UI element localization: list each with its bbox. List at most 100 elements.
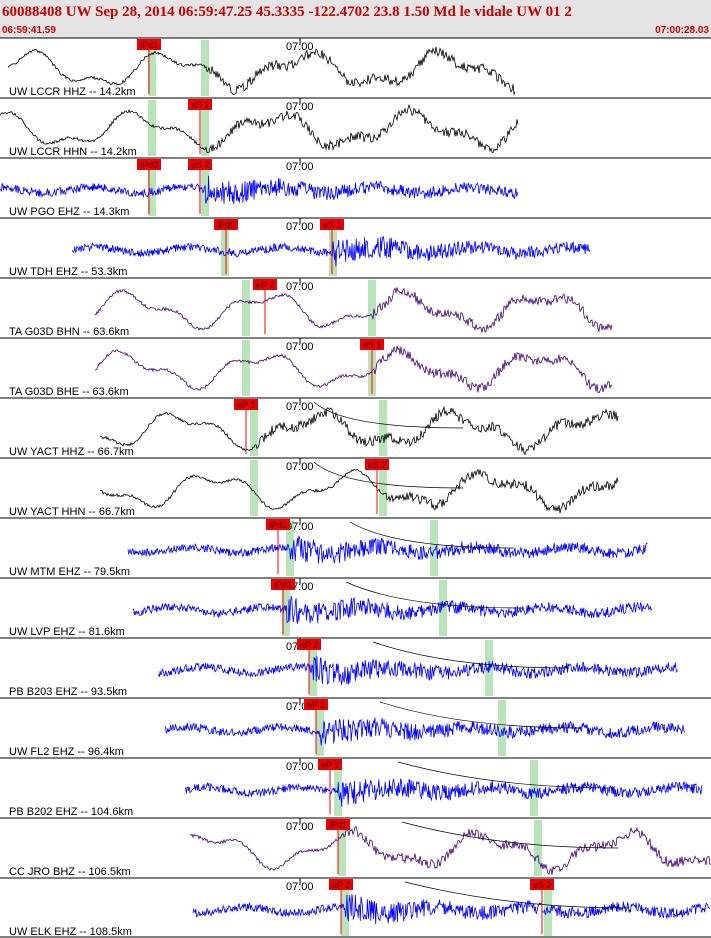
time-mark: 07:00 — [286, 281, 314, 293]
pick-box — [271, 579, 295, 590]
pick-box — [326, 819, 350, 830]
pick-label: eP 2 — [256, 280, 274, 290]
phase-marker — [242, 280, 250, 336]
waveform — [7, 46, 516, 96]
end-time: 07:00:28.03 — [655, 25, 709, 36]
phase-marker — [242, 340, 250, 396]
trace-label: CC JRO BHZ -- 106.5km — [9, 866, 131, 878]
trace-label: UW LVP EHZ -- 81.6km — [9, 626, 125, 638]
arrival-curve — [313, 401, 464, 429]
pick-label: iPd1 — [140, 40, 158, 50]
start-time: 06:59:41.59 — [2, 25, 56, 36]
phase-marker — [250, 400, 258, 456]
pick-box — [214, 219, 238, 230]
waveform — [164, 717, 685, 746]
pick-label: eS 1 — [323, 220, 342, 230]
trace-label: UW LCCR HHN -- 14.2km — [9, 146, 137, 158]
waveform — [94, 346, 612, 394]
trace-label: PB B202 EHZ -- 104.6km — [9, 806, 133, 818]
phase-marker — [368, 280, 376, 336]
waveform — [192, 894, 710, 925]
pick-label: eS 1 — [363, 340, 382, 350]
arrival-curve — [345, 581, 524, 609]
pick-box — [188, 159, 212, 170]
pick-box — [360, 339, 384, 350]
trace-label: TA G03D BHE -- 63.6km — [9, 386, 129, 398]
pick-label: iPd0 — [140, 160, 158, 170]
phase-marker — [534, 820, 542, 876]
phase-marker — [430, 520, 438, 576]
phase-marker — [286, 520, 294, 576]
pick-label: iPd1 — [329, 820, 347, 830]
waveform — [71, 236, 591, 267]
phase-marker — [341, 880, 349, 936]
time-mark: 07:00 — [286, 401, 314, 413]
waveform — [99, 405, 619, 456]
time-mark: 07:00 — [286, 461, 314, 473]
pick-label: eP 2 — [332, 880, 350, 890]
pick-box — [365, 459, 389, 470]
trace-label: UW YACT HHZ -- 66.7km — [9, 446, 134, 458]
trace-label: UW FL2 EHZ -- 96.4km — [9, 746, 124, 758]
pick-label: iPd0 — [217, 220, 235, 230]
phase-marker — [221, 220, 229, 276]
event-title: 60088408 UW Sep 28, 2014 06:59:47.25 45.… — [2, 4, 572, 20]
time-mark: 07:00 — [286, 221, 314, 233]
trace-label: UW TDH EHZ -- 53.3km — [9, 266, 127, 278]
waveform — [99, 468, 619, 514]
phase-marker — [379, 460, 387, 516]
phase-marker — [379, 400, 387, 456]
pick-box — [137, 39, 161, 50]
pick-label: eP 2 — [300, 640, 318, 650]
trace-label: UW YACT HHN -- 66.7km — [9, 506, 135, 518]
pick-box — [137, 159, 161, 170]
pick-box — [253, 279, 277, 290]
pick-label: eP 2 — [237, 400, 255, 410]
time-mark: 07:00 — [286, 41, 314, 53]
phase-marker — [498, 700, 506, 756]
phase-marker — [148, 40, 156, 96]
pick-label: eP 2 — [307, 700, 325, 710]
waveform — [0, 103, 519, 154]
arrival-curve — [379, 701, 583, 729]
pick-label: eS 2 — [368, 460, 387, 470]
waveform — [94, 287, 613, 333]
trace-label: UW ELK EHZ -- 108.5km — [9, 926, 132, 938]
pick-label: eS 2 — [533, 880, 552, 890]
waveform — [189, 825, 711, 875]
time-mark: 07:00 — [286, 341, 314, 353]
pick-box — [297, 639, 321, 650]
phase-marker — [250, 460, 258, 516]
arrival-curve — [404, 881, 629, 909]
waveform — [127, 535, 648, 564]
arrival-curve — [372, 641, 570, 669]
pick-box — [304, 699, 328, 710]
pick-label: eS 2 — [191, 100, 210, 110]
pick-box — [188, 99, 212, 110]
pick-box — [234, 399, 258, 410]
phase-marker — [544, 880, 552, 936]
pick-label: iPd1 — [274, 580, 292, 590]
pick-label: iPd1 — [269, 520, 287, 530]
pick-box — [318, 759, 342, 770]
time-mark: 07:00 — [286, 761, 314, 773]
pick-box — [266, 519, 290, 530]
arrival-curve — [313, 461, 464, 489]
time-mark: 07:00 — [286, 821, 314, 833]
phase-marker — [148, 100, 156, 156]
waveform — [0, 175, 519, 205]
phase-marker — [201, 100, 209, 156]
pick-box — [530, 879, 554, 890]
time-mark: 07:00 — [286, 161, 314, 173]
trace-label: PB B203 EHZ -- 93.5km — [9, 686, 127, 698]
trace-label: UW PGO EHZ -- 14.3km — [9, 206, 129, 218]
trace-label: TA G03D BHN -- 63.6km — [9, 326, 129, 338]
waveform — [157, 655, 678, 685]
arrival-curve — [397, 761, 615, 789]
pick-box — [320, 219, 344, 230]
arrival-curve — [349, 521, 515, 549]
phase-marker — [338, 820, 346, 876]
phase-marker — [439, 580, 447, 636]
